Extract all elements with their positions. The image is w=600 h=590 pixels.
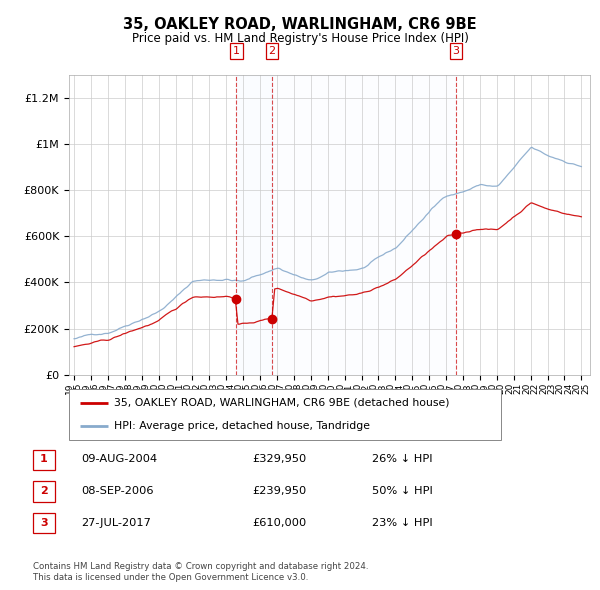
Text: 35, OAKLEY ROAD, WARLINGHAM, CR6 9BE (detached house): 35, OAKLEY ROAD, WARLINGHAM, CR6 9BE (de… [115, 398, 450, 408]
Bar [272, 75, 456, 375]
Text: Price paid vs. HM Land Registry's House Price Index (HPI): Price paid vs. HM Land Registry's House … [131, 32, 469, 45]
Text: £329,950: £329,950 [252, 454, 306, 464]
Text: 50% ↓ HPI: 50% ↓ HPI [372, 486, 433, 496]
Text: 3: 3 [40, 518, 47, 527]
Bar [236, 75, 272, 375]
Text: £239,950: £239,950 [252, 486, 306, 496]
Text: £610,000: £610,000 [252, 518, 306, 527]
Text: 23% ↓ HPI: 23% ↓ HPI [372, 518, 433, 527]
Text: 3: 3 [452, 46, 460, 56]
Text: This data is licensed under the Open Government Licence v3.0.: This data is licensed under the Open Gov… [33, 572, 308, 582]
Text: 1: 1 [40, 454, 47, 464]
Text: 09-AUG-2004: 09-AUG-2004 [81, 454, 157, 464]
Text: 2: 2 [40, 486, 47, 496]
Text: Contains HM Land Registry data © Crown copyright and database right 2024.: Contains HM Land Registry data © Crown c… [33, 562, 368, 571]
Text: 35, OAKLEY ROAD, WARLINGHAM, CR6 9BE: 35, OAKLEY ROAD, WARLINGHAM, CR6 9BE [123, 17, 477, 32]
Text: 2: 2 [268, 46, 275, 56]
Text: 1: 1 [233, 46, 240, 56]
Text: HPI: Average price, detached house, Tandridge: HPI: Average price, detached house, Tand… [115, 421, 370, 431]
FancyBboxPatch shape [69, 389, 501, 440]
Text: 27-JUL-2017: 27-JUL-2017 [81, 518, 151, 527]
Text: 08-SEP-2006: 08-SEP-2006 [81, 486, 154, 496]
Text: 26% ↓ HPI: 26% ↓ HPI [372, 454, 433, 464]
